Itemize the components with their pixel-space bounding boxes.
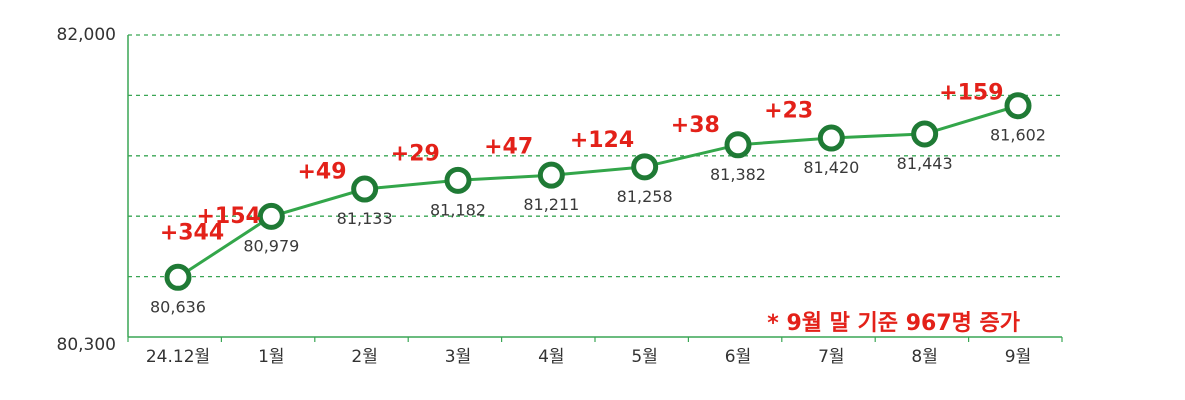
series-line (177, 104, 1019, 279)
y-tick-label: 82,000 (57, 25, 116, 45)
change-label: +124 (570, 128, 634, 153)
x-tick-label: 6월 (725, 347, 751, 367)
data-point-marker (817, 124, 845, 152)
value-label: 80,979 (243, 236, 299, 255)
value-label: 81,182 (430, 200, 486, 219)
x-tick-label: 5월 (631, 347, 657, 367)
change-label: +154 (196, 204, 260, 229)
data-point-marker (631, 153, 659, 181)
annotation-note: * 9월 말 기준 967명 증가 (767, 311, 1020, 336)
data-point-marker (537, 161, 565, 189)
data-point-marker (351, 175, 379, 203)
change-labels: +344+154 +49 +29 +47 +124 +38 +23 +159 (160, 81, 1004, 246)
change-label: +38 (671, 113, 720, 138)
data-point-marker (724, 131, 752, 159)
x-tick-label: 8월 (911, 347, 937, 367)
value-labels: 80,636 80,979 81,133 81,182 81,211 81,258 81,3… (150, 126, 1046, 317)
x-tick-label: 4월 (538, 347, 564, 367)
value-label: 81,258 (617, 187, 673, 206)
x-tick-label: 24.12월 (146, 347, 210, 367)
value-label: 80,636 (150, 297, 206, 316)
change-label: +23 (764, 98, 813, 123)
x-tick-labels: 24.12월 1월 2월 3월 4월 5월 6월 7월 8월 9월 (146, 347, 1031, 367)
x-tick-label: 1월 (258, 347, 284, 367)
data-point-marker (164, 263, 192, 291)
x-tick-label: 7월 (818, 347, 844, 367)
value-label: 81,382 (710, 165, 766, 184)
change-label: +29 (391, 142, 440, 167)
value-label: 81,420 (803, 158, 859, 177)
value-label: 81,211 (523, 195, 579, 214)
y-tick-label: 80,300 (57, 335, 116, 355)
value-label: 81,443 (897, 154, 953, 173)
axes (127, 35, 1063, 342)
data-point-marker (444, 166, 472, 194)
x-tick-label: 9월 (1005, 347, 1031, 367)
data-point-marker (1004, 92, 1032, 120)
x-tick-label: 3월 (445, 347, 471, 367)
value-label: 81,133 (337, 209, 393, 228)
change-label: +344 (160, 220, 224, 245)
change-label: +159 (939, 81, 1003, 106)
data-point-marker (257, 202, 285, 230)
markers (164, 92, 1032, 291)
value-label: 81,602 (990, 126, 1046, 145)
data-point-marker (911, 120, 939, 148)
change-label: +47 (484, 135, 533, 160)
change-label: +49 (297, 160, 346, 185)
x-tick-label: 2월 (351, 347, 377, 367)
